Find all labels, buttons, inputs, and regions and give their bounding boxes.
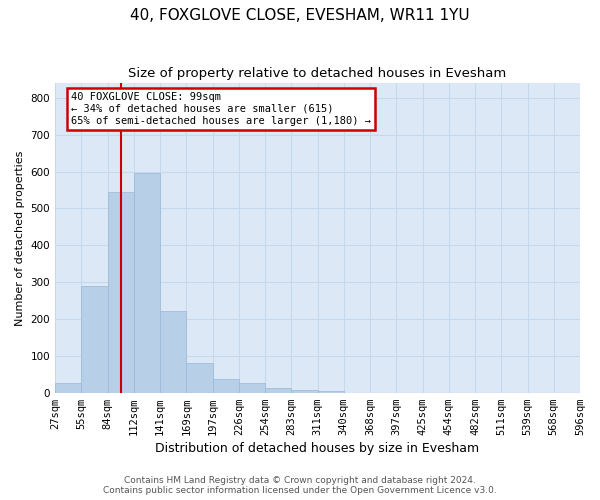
Bar	[107, 192, 134, 392]
Title: Size of property relative to detached houses in Evesham: Size of property relative to detached ho…	[128, 68, 506, 80]
Bar	[212, 378, 239, 392]
Bar	[265, 388, 291, 392]
Y-axis label: Number of detached properties: Number of detached properties	[15, 150, 25, 326]
Bar	[291, 390, 317, 392]
Bar	[134, 174, 160, 392]
Text: Contains HM Land Registry data © Crown copyright and database right 2024.
Contai: Contains HM Land Registry data © Crown c…	[103, 476, 497, 495]
Bar	[317, 391, 344, 392]
Bar	[55, 384, 81, 392]
Text: 40 FOXGLOVE CLOSE: 99sqm
← 34% of detached houses are smaller (615)
65% of semi-: 40 FOXGLOVE CLOSE: 99sqm ← 34% of detach…	[71, 92, 371, 126]
Bar	[81, 286, 107, 393]
Bar	[186, 363, 212, 392]
Bar	[160, 311, 186, 392]
X-axis label: Distribution of detached houses by size in Evesham: Distribution of detached houses by size …	[155, 442, 479, 455]
Bar	[239, 384, 265, 392]
Text: 40, FOXGLOVE CLOSE, EVESHAM, WR11 1YU: 40, FOXGLOVE CLOSE, EVESHAM, WR11 1YU	[130, 8, 470, 22]
